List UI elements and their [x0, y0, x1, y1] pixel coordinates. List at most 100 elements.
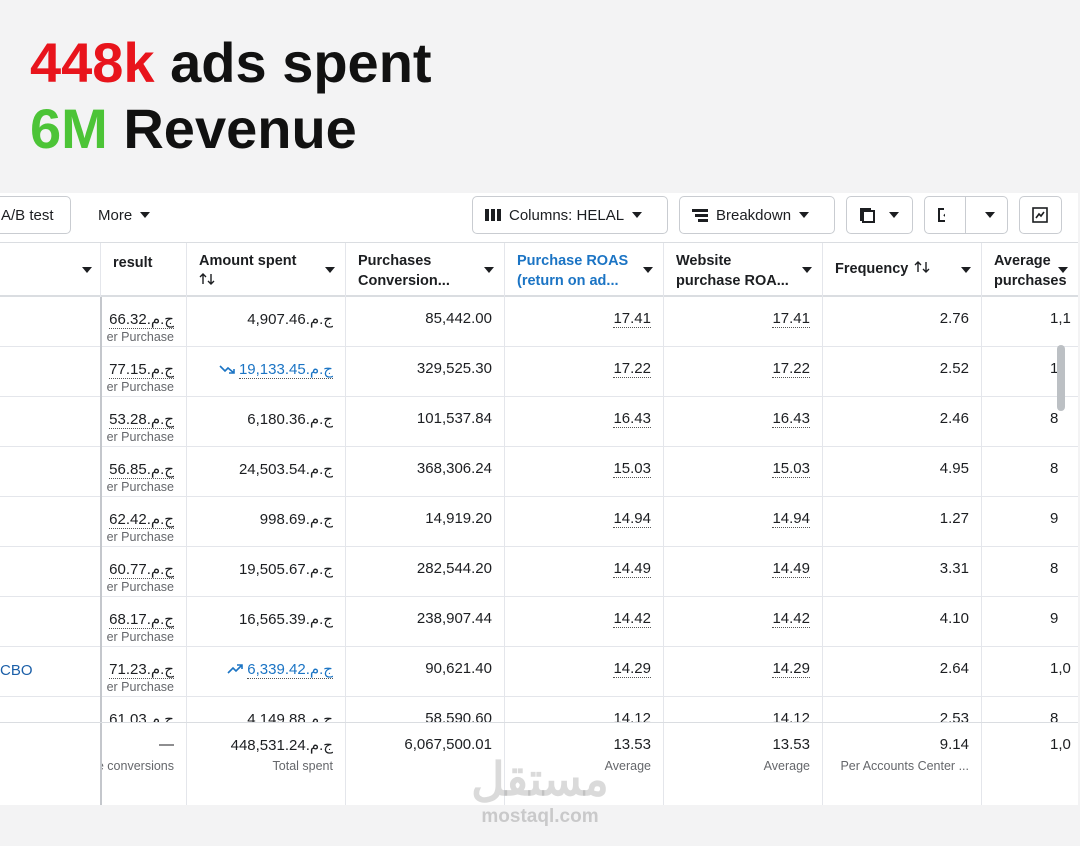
cell: 14.49 — [663, 547, 822, 597]
value-text: 8 — [1050, 710, 1059, 722]
ab-test-button[interactable]: A/B test — [0, 196, 71, 234]
value: ج.م.24,503.54 — [239, 460, 333, 478]
value: ج.م.60.77 — [109, 560, 174, 579]
total-value: 9.14 — [939, 736, 969, 753]
value-text: 14.42 — [772, 610, 810, 628]
more-button[interactable]: More — [86, 196, 162, 234]
row: ج.م.68.17 er Purchase ج.م.16,565.39 238,907… — [0, 597, 1078, 647]
cell: 9 — [981, 597, 1078, 647]
header-text: result — [113, 255, 153, 271]
value: ج.م.19,133.45 — [219, 360, 333, 379]
value-text: ج.م.71.23 — [109, 661, 174, 679]
sort-icon — [914, 261, 930, 277]
value-text: 4.10 — [939, 610, 969, 627]
value-text: 8 — [1050, 560, 1059, 577]
breakdown-button[interactable]: Breakdown — [679, 196, 835, 234]
value: 4.10 — [940, 610, 969, 627]
total-value: 13.53 — [613, 736, 651, 753]
value-text: 14.12 — [613, 710, 651, 722]
row: ج.م.53.28 er Purchase ج.م.6,180.36 101,537.… — [0, 397, 1078, 447]
watermark-site: mostaql.com — [481, 806, 599, 827]
total-value: 1,0 — [1050, 736, 1071, 753]
column-header: result — [100, 243, 186, 297]
value: 14.42 — [772, 610, 810, 628]
columns-button[interactable]: Columns: HELAL — [472, 196, 668, 234]
cell: 238,907.44 — [345, 597, 504, 647]
value-text: 14,919.20 — [425, 510, 492, 527]
value-text: 1,1 — [1050, 310, 1071, 327]
value-text: 9 — [1050, 610, 1059, 627]
value-text: ج.م.4,149.88 — [247, 711, 333, 722]
icon — [692, 209, 708, 222]
text: Revenue — [123, 97, 357, 160]
cell: 85,442.00 — [345, 297, 504, 347]
value: 8 — [1050, 460, 1058, 477]
totals-row: — e conversions ج.م.448,531.24 Total spent 6… — [0, 722, 1078, 805]
value: ج.م.61.03 — [109, 710, 174, 722]
cell: 14.42 — [504, 597, 663, 647]
cell: 14.12 — [504, 697, 663, 722]
cell: 14.49 — [504, 547, 663, 597]
header-text: Website — [676, 253, 732, 269]
cell: 17.41 — [663, 297, 822, 347]
header-text: (return on ad... — [517, 273, 619, 289]
export-button[interactable] — [924, 196, 1008, 234]
icon — [860, 208, 875, 223]
cell: ج.م.53.28 er Purchase — [100, 397, 186, 447]
total-sub: Total spent — [272, 759, 333, 773]
text: ads spent — [170, 31, 432, 94]
value: 1,0 — [1050, 660, 1071, 677]
caret — [961, 267, 971, 273]
row: ج.م.60.77 er Purchase ج.م.19,505.67 282,544… — [0, 547, 1078, 597]
value-text: 14.42 — [613, 610, 651, 628]
value-text: 368,306.24 — [416, 460, 492, 477]
total-sub: Average — [763, 759, 810, 773]
header-row — [0, 243, 1078, 297]
value: 238,907.44 — [417, 610, 492, 627]
value-text: 8 — [1050, 410, 1059, 427]
cell: 3.31 — [822, 547, 981, 597]
watermark-logo: مستقل — [471, 753, 609, 805]
caret — [82, 267, 92, 273]
value-text: 90,621.40 — [425, 660, 492, 677]
caret — [632, 212, 643, 218]
value-text: ج.م.998.69 — [259, 511, 333, 528]
row: ج.م.56.85 er Purchase ج.م.24,503.54 368,306… — [0, 447, 1078, 497]
column-header: Amount spent — [186, 243, 345, 297]
value: 14.49 — [613, 560, 651, 578]
total-cell: 1,0 — [981, 723, 1078, 805]
value: 14.49 — [772, 560, 810, 578]
cell: 8 — [981, 547, 1078, 597]
header-text: Average — [994, 253, 1051, 269]
caret — [802, 267, 812, 273]
cell: ج.م.4,907.46 — [186, 297, 345, 347]
value-text: 17.22 — [613, 360, 651, 378]
cell: 2.76 — [822, 297, 981, 347]
chart-button[interactable] — [1019, 196, 1062, 234]
value: 14.94 — [613, 510, 651, 528]
cell: ج.م.19,133.45 — [186, 347, 345, 397]
reports-button[interactable] — [846, 196, 913, 234]
value-text: 14.94 — [613, 510, 651, 528]
value-text: 16.43 — [772, 410, 810, 428]
row: CBO ج.م.71.23 er Purchase ج.م.6,339.42 90,62… — [0, 647, 1078, 697]
value-sub: er Purchase — [106, 380, 174, 394]
value-text: ج.م.6,180.36 — [247, 411, 333, 428]
accent: 448k — [30, 31, 155, 94]
total-value: 13.53 — [772, 736, 810, 753]
value: 85,442.00 — [425, 310, 492, 327]
value-text: 14.29 — [613, 660, 651, 678]
value-text: 17.22 — [772, 360, 810, 378]
value-text: 4.95 — [939, 460, 969, 477]
label: Breakdown — [716, 206, 792, 224]
cell: 14,919.20 — [345, 497, 504, 547]
campaign-name: CBO — [0, 662, 33, 679]
column-header: Average purchases. — [981, 243, 1078, 297]
value-sub: er Purchase — [106, 680, 174, 694]
total-sub: Average — [604, 759, 651, 773]
row: ج.م.61.03 ج.م.4,149.88 58,590.60 14.12 14.12… — [0, 697, 1078, 722]
total-sub: e conversions — [100, 759, 174, 773]
cell: 2.46 — [822, 397, 981, 447]
value: 14.12 — [772, 710, 810, 722]
cell: 90,621.40 — [345, 647, 504, 697]
